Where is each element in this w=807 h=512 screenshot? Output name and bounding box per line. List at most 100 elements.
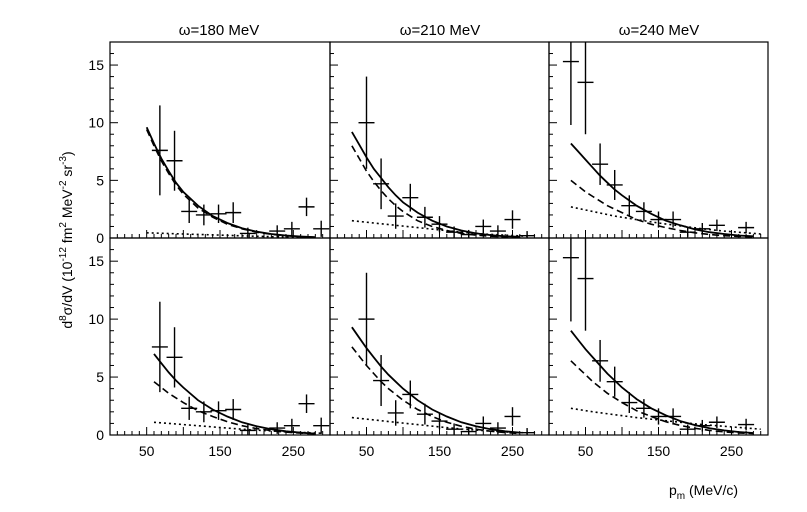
curve-dashed xyxy=(570,360,754,435)
x-tick-label: 150 xyxy=(647,443,671,459)
y-tick-label: 15 xyxy=(88,253,104,269)
data-point xyxy=(577,238,594,331)
data-point xyxy=(239,424,256,435)
curve-solid xyxy=(153,353,316,435)
panel-r2-c1: 0 5 10 15 50 150 250 xyxy=(88,237,331,459)
data-point xyxy=(269,422,286,434)
panel-frame xyxy=(109,41,331,239)
data-point xyxy=(679,227,696,237)
data-point xyxy=(475,219,492,234)
data-point xyxy=(313,417,330,434)
column-title-3: ω=240 MeV xyxy=(619,22,700,39)
panel-r1-c2 xyxy=(329,41,550,239)
curve-solid xyxy=(145,126,316,238)
data-point xyxy=(416,403,433,425)
data-point xyxy=(679,424,696,434)
panel-frame xyxy=(109,237,331,436)
data-point xyxy=(504,210,521,229)
y-tick-label: 0 xyxy=(96,230,104,246)
curve-solid xyxy=(570,142,754,238)
data-point xyxy=(592,339,609,382)
data-point xyxy=(738,418,755,431)
data-point xyxy=(431,216,448,233)
panel-r1-c3 xyxy=(548,41,769,239)
data-point xyxy=(489,422,506,434)
data-point xyxy=(283,418,300,433)
panel-r1-c1: 0 5 10 15 xyxy=(88,41,331,246)
curve-dashed xyxy=(351,145,520,238)
panel-frame xyxy=(548,237,769,436)
y-axis-label: d8σ/dV (10-12 fm2 MeV-2 sr-3) xyxy=(58,151,75,328)
panel-r2-c2: 50 150 250 xyxy=(329,237,550,459)
curve-solid xyxy=(570,330,754,434)
curve-dotted xyxy=(146,232,316,238)
data-point xyxy=(298,394,315,413)
curve-dotted xyxy=(570,206,761,235)
data-point xyxy=(358,76,375,169)
data-point xyxy=(708,416,725,429)
data-point xyxy=(210,204,227,224)
data-point xyxy=(373,158,390,210)
data-point xyxy=(195,401,212,423)
y-tick-label: 5 xyxy=(96,369,104,385)
curve-dashed xyxy=(570,179,754,238)
data-point xyxy=(606,169,623,200)
data-point xyxy=(592,143,609,185)
y-tick-label: 5 xyxy=(96,172,104,188)
data-point xyxy=(665,408,682,425)
data-point xyxy=(225,399,242,420)
panel-frame xyxy=(329,237,550,436)
y-tick-label: 0 xyxy=(96,427,104,443)
data-point xyxy=(431,412,448,430)
data-point xyxy=(283,221,300,236)
data-point xyxy=(358,272,375,366)
data-point xyxy=(166,130,183,191)
x-tick-label: 150 xyxy=(428,443,452,459)
data-point xyxy=(210,401,227,420)
data-point xyxy=(446,423,463,435)
data-point xyxy=(239,227,256,238)
panel-frame xyxy=(329,41,550,239)
data-point xyxy=(694,419,711,432)
x-axis-label: pm (MeV/c) xyxy=(669,482,738,502)
x-tick-label: 50 xyxy=(139,443,155,459)
data-point xyxy=(562,42,579,126)
data-point xyxy=(665,211,682,228)
data-point xyxy=(387,400,404,426)
x-tick-label: 150 xyxy=(208,443,232,459)
data-point xyxy=(373,355,390,407)
x-tick-label: 250 xyxy=(720,443,744,459)
data-point xyxy=(151,105,168,196)
data-point xyxy=(475,416,492,431)
data-point xyxy=(402,380,419,409)
data-point xyxy=(504,407,521,426)
data-point xyxy=(519,231,536,238)
panel-r2-c3: 50 150 250 xyxy=(548,237,769,459)
x-tick-label: 250 xyxy=(282,443,306,459)
y-tick-label: 10 xyxy=(88,115,104,131)
data-point xyxy=(402,183,419,212)
column-title-2: ω=210 MeV xyxy=(400,22,481,39)
data-point xyxy=(181,396,198,420)
data-point xyxy=(635,399,652,418)
curve-dotted xyxy=(570,407,761,430)
x-tick-label: 250 xyxy=(501,443,525,459)
data-point xyxy=(562,238,579,322)
data-point xyxy=(708,219,725,232)
data-point xyxy=(621,195,638,217)
data-point xyxy=(416,206,433,228)
data-point xyxy=(650,211,667,228)
data-point xyxy=(181,199,198,224)
data-point xyxy=(298,197,315,217)
data-point xyxy=(387,203,404,229)
x-tick-label: 50 xyxy=(578,443,594,459)
data-point xyxy=(694,223,711,235)
data-point xyxy=(446,226,463,238)
y-tick-label: 10 xyxy=(88,311,104,327)
curve-dashed xyxy=(145,129,316,238)
data-point xyxy=(738,221,755,234)
data-point xyxy=(650,408,667,425)
column-title-1: ω=180 MeV xyxy=(179,22,260,39)
